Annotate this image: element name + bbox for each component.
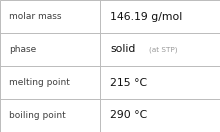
Text: phase: phase [9, 45, 36, 54]
Text: solid: solid [110, 44, 135, 55]
Text: 146.19 g/mol: 146.19 g/mol [110, 11, 182, 22]
Text: 215 °C: 215 °C [110, 77, 147, 88]
Text: molar mass: molar mass [9, 12, 61, 21]
Text: melting point: melting point [9, 78, 70, 87]
Text: (at STP): (at STP) [148, 46, 177, 53]
Text: 290 °C: 290 °C [110, 110, 147, 121]
Text: boiling point: boiling point [9, 111, 66, 120]
